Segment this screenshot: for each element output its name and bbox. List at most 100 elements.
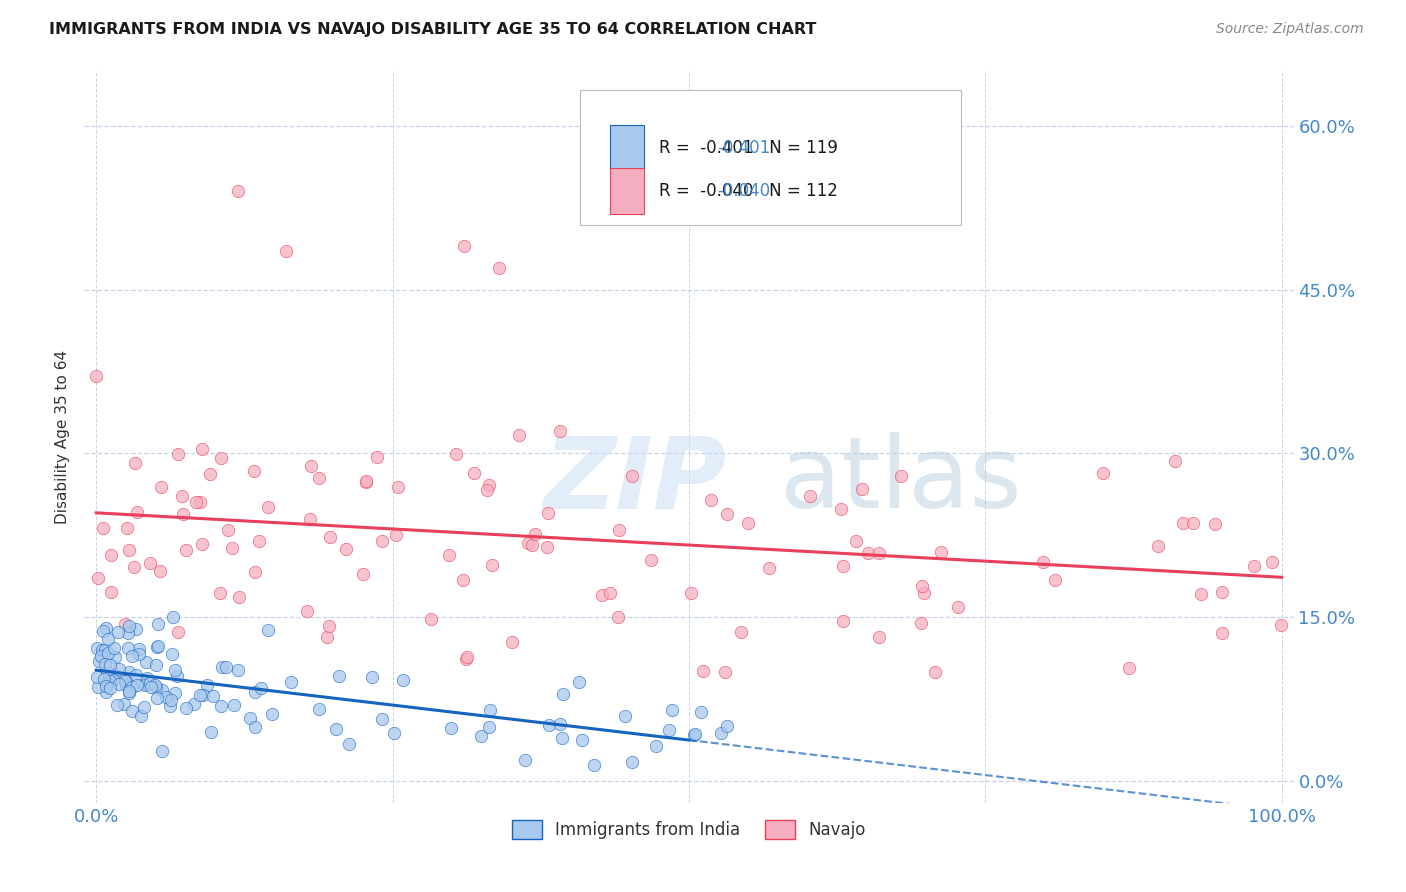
Point <box>191 688 214 702</box>
Point <box>208 586 231 600</box>
Point <box>198 467 221 482</box>
Point <box>211 659 233 673</box>
Point <box>382 725 405 739</box>
Point <box>339 737 361 751</box>
Point <box>129 708 152 723</box>
Point <box>94 679 117 693</box>
Point <box>139 556 162 570</box>
Point <box>121 648 143 663</box>
Point <box>98 681 121 696</box>
Point <box>297 604 319 618</box>
Point <box>318 619 340 633</box>
Point <box>613 708 636 723</box>
Point <box>160 693 183 707</box>
Point <box>107 625 129 640</box>
Point <box>831 615 853 629</box>
Point <box>103 667 125 681</box>
Point <box>90 648 112 663</box>
Point <box>94 642 117 657</box>
Point <box>758 561 780 575</box>
Point <box>195 678 218 692</box>
Point <box>737 516 759 530</box>
Point <box>501 635 523 649</box>
Point <box>730 624 752 639</box>
Point <box>209 450 232 465</box>
Point <box>446 447 468 461</box>
Point <box>114 674 136 689</box>
Point <box>716 719 738 733</box>
Point <box>145 680 167 694</box>
Point <box>319 531 342 545</box>
Point <box>124 456 146 470</box>
Point <box>1204 517 1226 532</box>
Point <box>551 731 574 745</box>
Point <box>911 579 934 593</box>
Point <box>174 701 197 715</box>
Point <box>1243 558 1265 573</box>
Point <box>513 753 536 767</box>
Point <box>1173 516 1195 530</box>
Point <box>128 641 150 656</box>
Point <box>260 707 283 722</box>
Point <box>830 501 852 516</box>
Point <box>858 545 880 559</box>
Point <box>607 610 630 624</box>
Point <box>188 495 211 509</box>
Point <box>1091 466 1114 480</box>
Point <box>325 722 347 736</box>
Point <box>94 685 117 699</box>
Point <box>1164 453 1187 467</box>
Point <box>145 657 167 672</box>
Point <box>298 512 321 526</box>
Point <box>159 699 181 714</box>
Point <box>162 610 184 624</box>
Point <box>1032 555 1054 569</box>
Point <box>190 442 212 456</box>
Point <box>163 663 186 677</box>
Y-axis label: Disability Age 35 to 64: Disability Age 35 to 64 <box>55 350 70 524</box>
Point <box>86 670 108 684</box>
Point <box>86 681 108 695</box>
Point <box>121 704 143 718</box>
Point <box>912 586 935 600</box>
Point <box>392 673 415 688</box>
Point <box>115 678 138 692</box>
Point <box>100 548 122 562</box>
Point <box>114 617 136 632</box>
Point <box>86 571 108 585</box>
Point <box>242 464 264 478</box>
Point <box>155 690 177 704</box>
Point <box>274 244 297 259</box>
Point <box>868 546 890 560</box>
Point <box>308 471 330 485</box>
Point <box>132 699 155 714</box>
Point <box>661 703 683 717</box>
Point <box>96 665 118 679</box>
Point <box>184 495 207 509</box>
Point <box>94 621 117 635</box>
Point <box>257 500 280 514</box>
Point <box>174 542 197 557</box>
Point <box>103 640 125 655</box>
Point <box>591 588 613 602</box>
Point <box>845 534 868 549</box>
Point <box>143 678 166 692</box>
Point <box>548 717 571 731</box>
Point <box>125 667 148 681</box>
Point <box>217 523 239 537</box>
Point <box>118 542 141 557</box>
Point <box>222 698 245 712</box>
Point <box>183 697 205 711</box>
Point <box>366 450 388 465</box>
Point <box>831 559 853 574</box>
Point <box>135 672 157 686</box>
Point <box>122 559 145 574</box>
Point <box>166 624 188 639</box>
Text: -0.040: -0.040 <box>717 182 770 200</box>
Point <box>125 622 148 636</box>
Point <box>524 526 547 541</box>
Point <box>536 540 558 554</box>
Point <box>451 573 474 587</box>
Point <box>1043 573 1066 587</box>
Point <box>868 630 890 644</box>
